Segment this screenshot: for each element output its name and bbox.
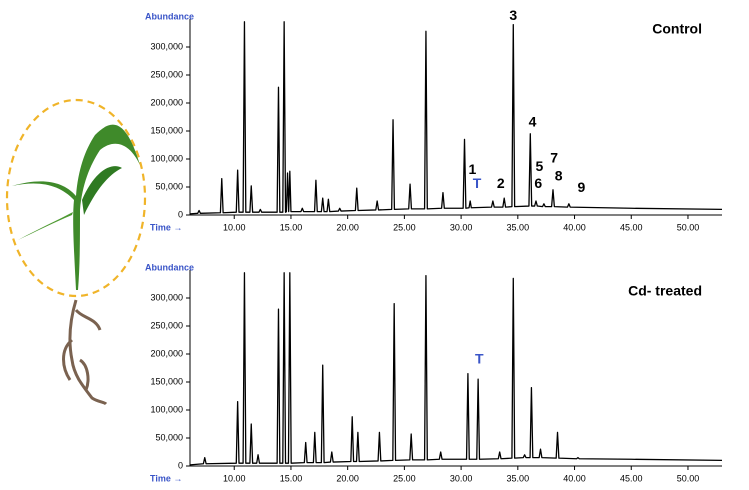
x-axis-label: Time → [150, 473, 182, 483]
y-tick-label: 300,000 [150, 292, 183, 302]
chromatogram-trace [189, 272, 723, 466]
peak-label: 4 [529, 113, 537, 129]
y-tick-label: 100,000 [150, 404, 183, 414]
y-axis-label: Abundance [145, 11, 194, 21]
y-tick-label: 100,000 [150, 153, 183, 163]
x-tick-label: 45.00 [620, 222, 643, 232]
peak-label: T [473, 175, 482, 191]
peak-label: 5 [535, 158, 543, 174]
plant-roots [62, 299, 108, 406]
x-tick-label: 20.00 [336, 222, 359, 232]
peak-label: 6 [534, 175, 542, 191]
chart-title: Control [652, 21, 702, 37]
x-tick-label: 50.00 [677, 473, 700, 483]
y-tick-label: 250,000 [150, 320, 183, 330]
peak-label: 9 [577, 179, 585, 195]
y-tick-label: 150,000 [150, 376, 183, 386]
y-tick-label: 150,000 [150, 125, 183, 135]
chromatogram-trace [189, 21, 723, 215]
x-tick-label: 25.00 [393, 473, 416, 483]
x-tick-label: 15.00 [280, 222, 303, 232]
chart-title: Cd- treated [628, 283, 702, 299]
plant-illustration [5, 98, 147, 406]
highlight-ellipse [5, 98, 147, 298]
peak-label: 3 [509, 7, 517, 23]
y-tick-label: 200,000 [150, 348, 183, 358]
x-tick-label: 20.00 [336, 473, 359, 483]
y-tick-label: 50,000 [155, 432, 183, 442]
y-tick-label: 250,000 [150, 69, 183, 79]
plant-leaf [82, 166, 122, 215]
x-tick-label: 30.00 [450, 222, 473, 232]
y-tick-label: 50,000 [155, 181, 183, 191]
x-tick-label: 35.00 [507, 222, 530, 232]
x-tick-label: 40.00 [563, 473, 586, 483]
x-axis-label: Time → [150, 222, 182, 232]
y-tick-label: 0 [178, 209, 183, 219]
peak-label: T [475, 350, 484, 366]
x-tick-label: 15.00 [280, 473, 303, 483]
peak-label: 8 [555, 168, 563, 184]
plant-leaf [18, 212, 73, 240]
x-tick-label: 10.00 [223, 473, 246, 483]
peak-label: 1 [469, 161, 477, 177]
y-axis-label: Abundance [145, 262, 194, 272]
y-tick-label: 200,000 [150, 97, 183, 107]
x-tick-label: 45.00 [620, 473, 643, 483]
y-tick-label: 0 [178, 460, 183, 470]
x-tick-label: 10.00 [223, 222, 246, 232]
peak-label: 7 [550, 150, 558, 166]
x-tick-label: 30.00 [450, 473, 473, 483]
x-tick-label: 40.00 [563, 222, 586, 232]
peak-label: 2 [497, 175, 505, 191]
y-tick-label: 300,000 [150, 41, 183, 51]
plant-leaves [12, 124, 140, 290]
x-tick-label: 50.00 [677, 222, 700, 232]
x-tick-label: 25.00 [393, 222, 416, 232]
x-tick-label: 35.00 [507, 473, 530, 483]
